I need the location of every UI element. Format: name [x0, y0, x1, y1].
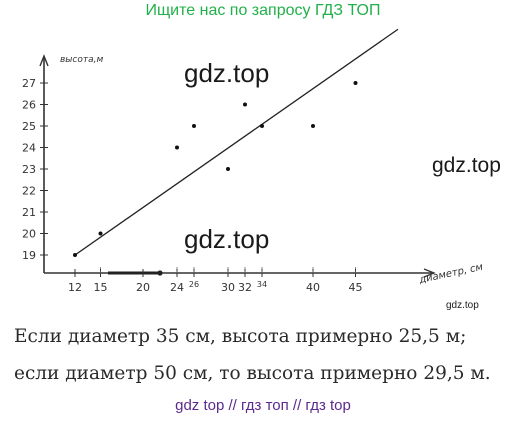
data-point: [73, 253, 77, 257]
watermark: gdz.top: [446, 300, 479, 311]
x-tick-label: 15: [94, 281, 108, 294]
trend-line: [74, 28, 399, 256]
data-point: [260, 124, 264, 128]
x-tick-label: 45: [349, 281, 363, 294]
x-tick-label: 20: [136, 281, 150, 294]
chart-ticks: 19 20 21 22 23 24 25 26 27 12 15 20 24 26 30 32 34 40 45: [22, 77, 363, 294]
y-tick-label: 23: [22, 163, 36, 176]
y-tick-label: 24: [22, 142, 36, 155]
x-tick-label: 12: [68, 281, 82, 294]
y-tick-label: 20: [22, 228, 36, 241]
data-point: [311, 124, 315, 128]
footer-links: gdz top // гдз топ // гдз top: [175, 397, 351, 414]
x-tick-label: 34: [257, 280, 267, 289]
chart-labels: высота,м диаметр, см: [60, 55, 484, 286]
watermark: gdz.top: [184, 224, 270, 254]
data-point: [353, 81, 358, 85]
y-axis-label: высота,м: [60, 55, 103, 65]
watermark: gdz.top: [184, 58, 270, 88]
x-tick-label: 24: [170, 281, 184, 294]
y-tick-label: 21: [22, 206, 36, 219]
data-point: [175, 145, 179, 150]
x-axis-label: диаметр, см: [417, 262, 484, 287]
scatter-chart: 19 20 21 22 23 24 25 26 27 12 15 20 24 26 30 32 34 40 45 в…: [22, 28, 484, 294]
caption-line-1: Если диаметр 35 см, высота примерно 25,5…: [14, 326, 467, 347]
caption-line-2: если диаметр 50 см, то высота примерно 2…: [14, 363, 491, 384]
x-tick-label: 30: [221, 281, 235, 294]
data-point: [243, 102, 247, 107]
watermark: gdz.top: [432, 154, 501, 177]
data-point: [98, 231, 103, 236]
x-tick-label: 26: [189, 280, 199, 289]
x-axis-arrow: [423, 268, 436, 278]
y-axis-arrow: [39, 54, 49, 67]
x-tick-label: 32: [238, 281, 252, 294]
x-axis-marker: [157, 270, 163, 276]
y-tick-label: 25: [22, 120, 36, 133]
chart-trend: [74, 28, 399, 256]
data-point: [192, 124, 196, 128]
x-tick-label: 40: [306, 281, 320, 294]
chart-axes: [39, 54, 436, 278]
banner-text: Ищите нас по запросу ГДЗ ТОП: [145, 2, 381, 19]
y-tick-label: 22: [22, 185, 36, 198]
y-tick-label: 26: [22, 99, 36, 112]
chart-points: [73, 81, 358, 257]
y-tick-label: 19: [22, 249, 36, 262]
data-point: [226, 167, 230, 171]
y-tick-label: 27: [22, 77, 36, 90]
